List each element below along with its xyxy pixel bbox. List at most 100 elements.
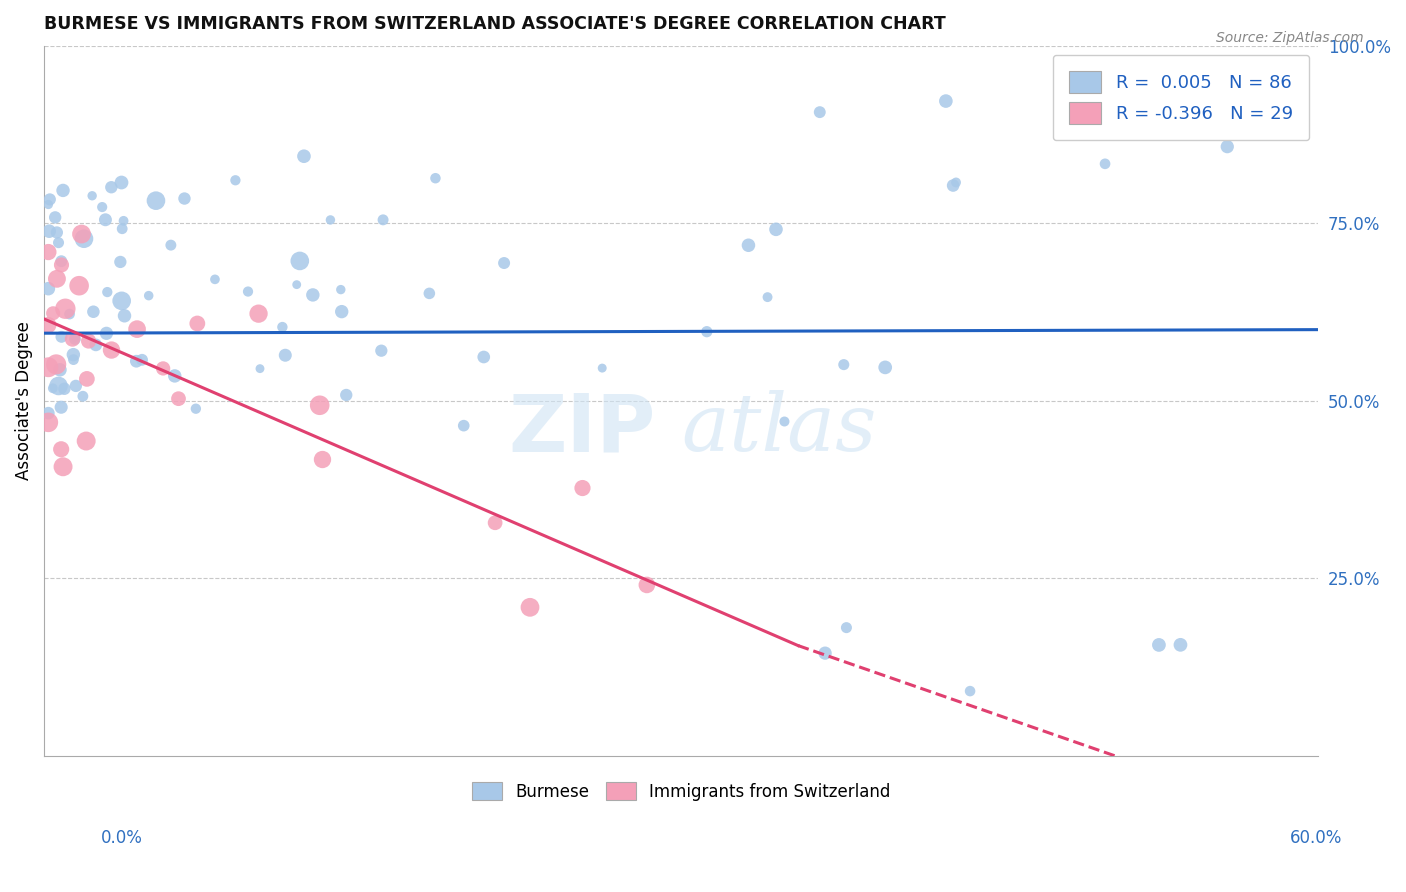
Point xyxy=(773,415,796,429)
Point xyxy=(145,194,167,208)
Point xyxy=(73,232,96,246)
Point xyxy=(1094,157,1116,171)
Point xyxy=(472,350,495,364)
Point xyxy=(52,459,75,474)
Point xyxy=(808,105,831,120)
Point xyxy=(96,326,118,341)
Point xyxy=(184,401,207,416)
Point xyxy=(51,330,73,344)
Text: 0.0%: 0.0% xyxy=(101,829,143,847)
Point xyxy=(302,288,325,302)
Point xyxy=(1170,638,1192,652)
Point xyxy=(371,212,394,227)
Point xyxy=(75,434,97,448)
Point xyxy=(832,358,855,372)
Point xyxy=(72,389,94,403)
Text: 60.0%: 60.0% xyxy=(1291,829,1343,847)
Point xyxy=(636,578,658,592)
Point xyxy=(571,481,593,495)
Point xyxy=(100,180,122,194)
Point xyxy=(236,285,259,299)
Point xyxy=(756,290,779,304)
Point xyxy=(173,192,195,206)
Point xyxy=(370,343,392,358)
Point xyxy=(814,646,837,660)
Point xyxy=(112,214,135,228)
Point xyxy=(65,379,87,393)
Point xyxy=(111,293,134,308)
Point xyxy=(37,318,59,332)
Point xyxy=(591,361,613,376)
Point xyxy=(110,255,132,269)
Point xyxy=(38,193,60,207)
Point xyxy=(319,213,342,227)
Point xyxy=(114,309,136,323)
Point xyxy=(111,221,134,235)
Point xyxy=(63,332,86,346)
Point xyxy=(131,352,153,367)
Point xyxy=(37,415,59,429)
Point xyxy=(160,238,183,252)
Point xyxy=(76,372,98,386)
Point xyxy=(875,360,897,375)
Point xyxy=(42,306,65,320)
Point xyxy=(45,358,67,372)
Point xyxy=(91,200,114,214)
Point xyxy=(494,256,516,270)
Point xyxy=(70,227,93,241)
Point xyxy=(945,176,967,190)
Point xyxy=(163,368,186,383)
Point xyxy=(835,621,858,635)
Point xyxy=(45,272,67,286)
Point xyxy=(425,171,447,186)
Point xyxy=(53,382,76,396)
Point xyxy=(935,94,957,108)
Point xyxy=(765,222,787,236)
Point xyxy=(737,238,759,252)
Point xyxy=(249,361,271,376)
Point xyxy=(942,178,965,193)
Point xyxy=(42,381,65,395)
Point xyxy=(63,331,86,345)
Point xyxy=(330,304,353,318)
Point xyxy=(484,516,506,530)
Point xyxy=(37,360,59,375)
Point xyxy=(288,254,311,268)
Point xyxy=(418,286,440,301)
Point xyxy=(167,392,190,406)
Point xyxy=(77,334,100,348)
Point xyxy=(48,379,70,393)
Point xyxy=(186,317,208,331)
Point xyxy=(62,332,84,346)
Point xyxy=(62,352,84,367)
Point xyxy=(453,418,475,433)
Point xyxy=(94,212,117,227)
Text: ZIP: ZIP xyxy=(509,390,655,468)
Text: atlas: atlas xyxy=(681,391,876,467)
Point xyxy=(519,600,541,615)
Point xyxy=(335,388,357,402)
Point xyxy=(62,348,84,362)
Point xyxy=(1216,139,1239,153)
Point xyxy=(44,211,66,225)
Point xyxy=(311,452,333,467)
Point xyxy=(52,183,75,197)
Point xyxy=(100,343,122,357)
Point xyxy=(247,307,270,321)
Point xyxy=(37,245,59,260)
Point xyxy=(152,361,174,376)
Point xyxy=(51,442,73,457)
Y-axis label: Associate's Degree: Associate's Degree xyxy=(15,321,32,480)
Point xyxy=(696,325,718,339)
Point xyxy=(58,307,80,321)
Point xyxy=(110,176,132,190)
Point xyxy=(84,338,107,352)
Point xyxy=(82,304,104,318)
Point xyxy=(308,398,330,412)
Point xyxy=(292,149,315,163)
Point xyxy=(67,278,90,293)
Point xyxy=(49,401,72,415)
Point xyxy=(51,258,73,272)
Point xyxy=(125,322,148,336)
Point xyxy=(82,188,104,202)
